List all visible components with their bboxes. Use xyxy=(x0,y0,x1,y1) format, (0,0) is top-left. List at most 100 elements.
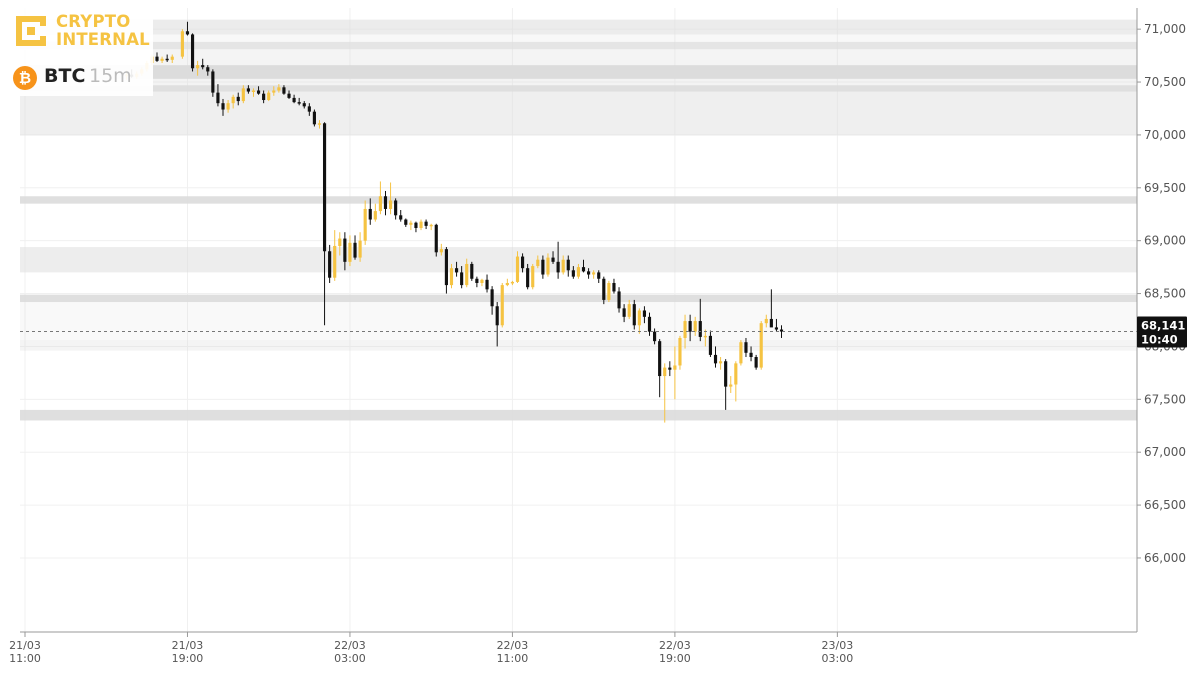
candle-body xyxy=(460,272,464,286)
candle-body xyxy=(368,208,372,220)
y-tick-label: 66,500 xyxy=(1144,498,1186,512)
candle-body xyxy=(754,357,758,368)
candle-body xyxy=(201,65,205,68)
candle-body xyxy=(444,249,448,286)
candle-body xyxy=(627,304,631,317)
candle-body xyxy=(241,88,245,102)
candle-body xyxy=(658,341,662,377)
last-price-badge-bg xyxy=(1137,316,1187,348)
candle-body xyxy=(312,111,316,125)
candle-body xyxy=(724,361,728,387)
candle-body xyxy=(495,306,499,326)
price-zone xyxy=(20,302,1137,341)
candle-body xyxy=(698,321,702,337)
candle-body xyxy=(404,219,408,225)
candle-body xyxy=(226,103,230,110)
candle-body xyxy=(551,257,555,262)
candle-body xyxy=(485,279,489,290)
candle-body xyxy=(348,242,352,262)
x-tick-date: 21/03 xyxy=(172,639,204,652)
candle-body xyxy=(759,323,763,368)
candle-body xyxy=(439,249,443,253)
candle-body xyxy=(196,65,200,69)
candles-layer xyxy=(20,21,1137,423)
candle-body xyxy=(256,90,261,94)
candle-body xyxy=(668,367,672,370)
candle-body xyxy=(292,97,296,103)
candle-body xyxy=(688,321,692,332)
price-zone xyxy=(20,340,1137,351)
candle-body xyxy=(170,56,174,60)
candle-body xyxy=(500,285,504,326)
candle-body xyxy=(282,87,286,94)
candle-body xyxy=(744,342,748,353)
candle-body xyxy=(373,211,377,220)
candle-body xyxy=(556,261,560,273)
brand-line-1: CRYPTO xyxy=(56,12,131,31)
price-zone xyxy=(20,78,1137,86)
candle-body xyxy=(394,200,398,216)
candle-body xyxy=(653,331,657,342)
candle-body xyxy=(353,242,357,258)
candle-body xyxy=(211,71,215,93)
candle-body xyxy=(297,102,301,104)
y-tick-label: 70,500 xyxy=(1144,75,1186,89)
y-tick-label: 66,000 xyxy=(1144,551,1186,565)
candle-body xyxy=(251,90,256,92)
candle-body xyxy=(465,263,469,286)
x-tick-date: 21/03 xyxy=(9,639,41,652)
candle-body xyxy=(597,272,601,279)
candle-body xyxy=(414,222,418,228)
candle-body xyxy=(378,196,382,212)
candle-body xyxy=(607,282,611,300)
candle-body xyxy=(647,316,652,332)
candle-body xyxy=(267,92,271,101)
candle-body xyxy=(642,310,647,317)
candle-body xyxy=(673,365,677,370)
candle-body xyxy=(520,256,525,269)
x-tick-time: 03:00 xyxy=(334,652,366,665)
bitcoin-icon: ₿ xyxy=(13,66,37,90)
candle-body xyxy=(424,221,428,226)
candle-body xyxy=(388,200,393,209)
candle-body xyxy=(180,31,184,57)
ticker-symbol: BTC xyxy=(44,65,86,87)
candle-body xyxy=(322,123,327,252)
candle-body xyxy=(363,208,367,241)
x-tick-time: 11:00 xyxy=(9,652,41,665)
candle-body xyxy=(490,289,494,307)
candle-body xyxy=(561,259,565,273)
candle-body xyxy=(663,367,667,377)
price-zone xyxy=(20,49,1137,66)
candle-body xyxy=(272,90,276,93)
candle-body xyxy=(185,31,190,35)
candle-body xyxy=(637,310,641,326)
price-zone xyxy=(20,19,1137,35)
candle-body xyxy=(602,278,606,300)
candle-body xyxy=(581,267,586,272)
support-resistance-zones xyxy=(20,19,1137,421)
brand-line-2: INTERNAL xyxy=(56,30,150,49)
candle-body xyxy=(475,278,479,283)
axes-layer: 66,00066,50067,00067,50068,00068,50069,0… xyxy=(9,8,1187,665)
candle-body xyxy=(729,384,733,387)
price-zone xyxy=(20,34,1137,42)
brand-logo: CRYPTO INTERNAL ₿ BTC 15m xyxy=(6,6,153,96)
candle-body xyxy=(434,224,438,253)
price-zone xyxy=(20,85,1137,92)
candle-body xyxy=(409,222,413,225)
candle-body xyxy=(449,268,454,286)
y-tick-label: 67,000 xyxy=(1144,445,1186,459)
candle-body xyxy=(592,272,596,275)
x-tick-date: 22/03 xyxy=(334,639,366,652)
candle-body xyxy=(470,263,474,279)
candle-body xyxy=(779,329,784,332)
candle-body xyxy=(571,270,575,277)
candle-body xyxy=(693,321,697,332)
candle-body xyxy=(708,335,713,355)
y-tick-label: 71,000 xyxy=(1144,22,1186,36)
candle-body xyxy=(419,221,423,228)
